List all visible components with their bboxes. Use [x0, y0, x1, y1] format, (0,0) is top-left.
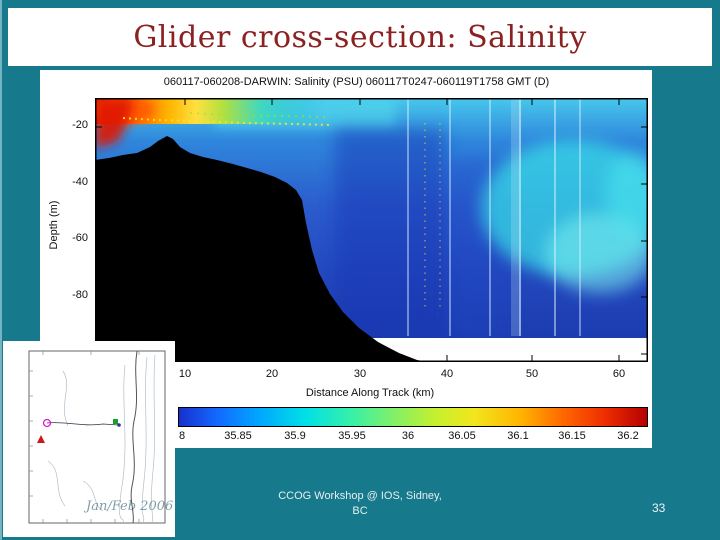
- x-axis-label: Distance Along Track (km): [305, 387, 435, 399]
- slide-date-text: Jan/Feb 2006: [86, 499, 174, 514]
- title-banner: Glider cross-section: Salinity: [8, 8, 712, 66]
- end-marker-square: [113, 419, 118, 424]
- coastline: [130, 350, 138, 524]
- bathymetry-contours: [47, 354, 156, 524]
- y-tick-label: -40: [72, 176, 88, 188]
- seafloor-bathymetry: [95, 136, 429, 362]
- map-inset: [3, 341, 175, 537]
- x-tick-label: 60: [612, 368, 626, 380]
- x-tick-label: 10: [178, 368, 192, 380]
- x-tick-label: 40: [440, 368, 454, 380]
- plot-title: 060117-060208-DARWIN: Salinity (PSU) 060…: [163, 76, 550, 88]
- colorbar-tick-label: 8: [178, 430, 186, 442]
- y-tick-label: -20: [72, 119, 88, 131]
- x-tick-label: 50: [525, 368, 539, 380]
- colorbar-tick-label: 35.85: [224, 430, 252, 442]
- salinity-heatmap-svg: [95, 98, 648, 362]
- heatmap-axes-box: [95, 98, 648, 362]
- salinity-section-plot-panel: 060117-060208-DARWIN: Salinity (PSU) 060…: [40, 70, 652, 448]
- map-inset-svg: [28, 350, 166, 524]
- waypoint-dot: [117, 423, 121, 427]
- slide-left-edge-strip: [0, 0, 2, 540]
- start-marker-circle: [42, 418, 52, 428]
- footer: CCOG Workshop @ IOS, Sidney, BC: [200, 489, 520, 519]
- glider-track: [46, 422, 120, 426]
- footer-line1: CCOG Workshop @ IOS, Sidney,: [278, 490, 442, 502]
- footer-line2: BC: [352, 504, 368, 517]
- x-tick-label: 30: [353, 368, 367, 380]
- colorbar-tick-label: 36: [401, 430, 415, 442]
- page-title: Glider cross-section: Salinity: [133, 19, 587, 55]
- page-number: 33: [652, 501, 666, 515]
- colorbar-tick-label: 36.05: [448, 430, 476, 442]
- colorbar-tick-label: 36.2: [617, 430, 639, 442]
- y-tick-label: -60: [72, 232, 88, 244]
- colorbar-tick-label: 35.9: [284, 430, 306, 442]
- salinity-colorbar: [178, 407, 648, 427]
- x-tick-label: 20: [265, 368, 279, 380]
- station-marker-triangle: [37, 435, 45, 443]
- colorbar-tick-label: 36.1: [507, 430, 529, 442]
- y-tick-label: -80: [72, 289, 88, 301]
- colorbar-tick-label: 36.15: [558, 430, 586, 442]
- colorbar-tick-label: 35.95: [338, 430, 366, 442]
